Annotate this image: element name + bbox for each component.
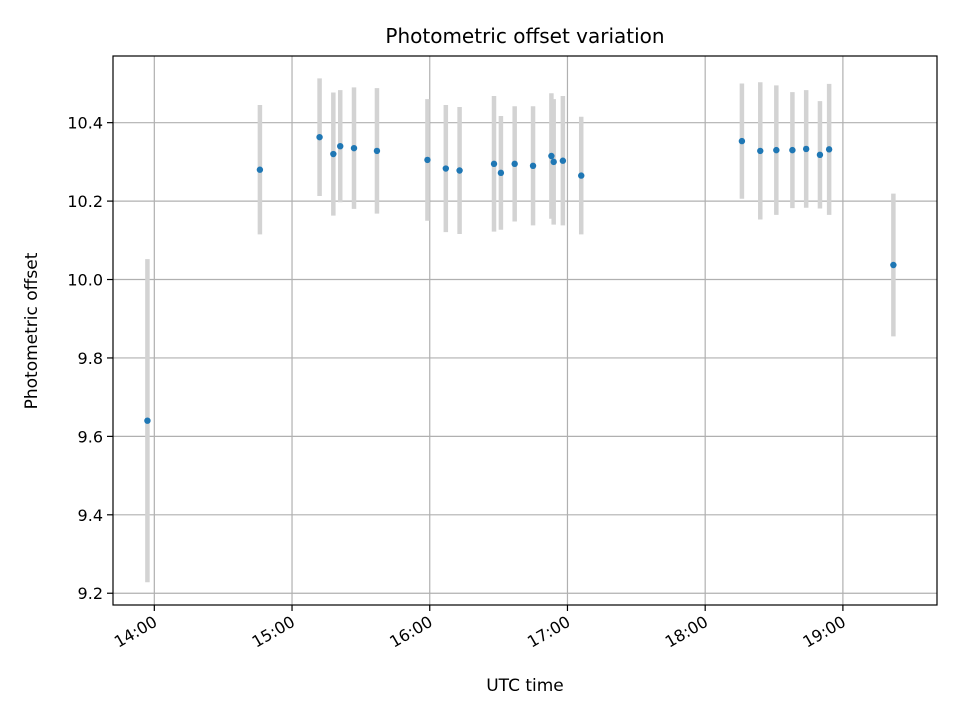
y-axis-ticks: 9.2 9.4 9.6 9.8 10.0 10.2 10.4 [67,114,113,603]
x-axis-label: UTC time [486,676,564,696]
y-tick-label: 10.0 [67,271,103,290]
data-point [256,166,264,173]
data-point [529,162,537,169]
data-point [350,144,358,152]
data-point [337,142,344,150]
data-point [548,152,555,160]
grid [113,56,937,605]
data-point [490,160,498,168]
data-point [825,146,833,153]
data-point [550,158,557,166]
data-point [330,150,337,158]
data-point [789,146,796,154]
data-point [373,147,381,155]
data-point [442,165,450,172]
markers [144,133,897,424]
y-tick-label: 10.2 [67,192,103,211]
plot-area [113,56,937,605]
data-point [511,160,518,168]
data-point [578,172,585,179]
data-point [559,157,567,164]
data-point [144,417,151,424]
data-point [816,151,824,159]
y-tick-label: 9.4 [78,506,103,525]
plot-frame [112,55,938,606]
y-tick-label: 9.6 [78,427,103,446]
y-tick-label: 9.2 [78,584,103,603]
y-tick-label: 10.4 [67,114,103,133]
data-point [773,146,780,154]
y-tick-label: 9.8 [78,349,103,368]
data-point [456,167,463,174]
data-point [424,156,431,164]
data-point [316,133,323,141]
data-point [757,147,764,155]
data-point [497,169,505,177]
chart-title: Photometric offset variation [385,24,664,48]
data-point [738,137,746,145]
data-point [802,145,810,153]
data-point [890,261,897,269]
y-axis-label: Photometric offset [22,252,42,409]
